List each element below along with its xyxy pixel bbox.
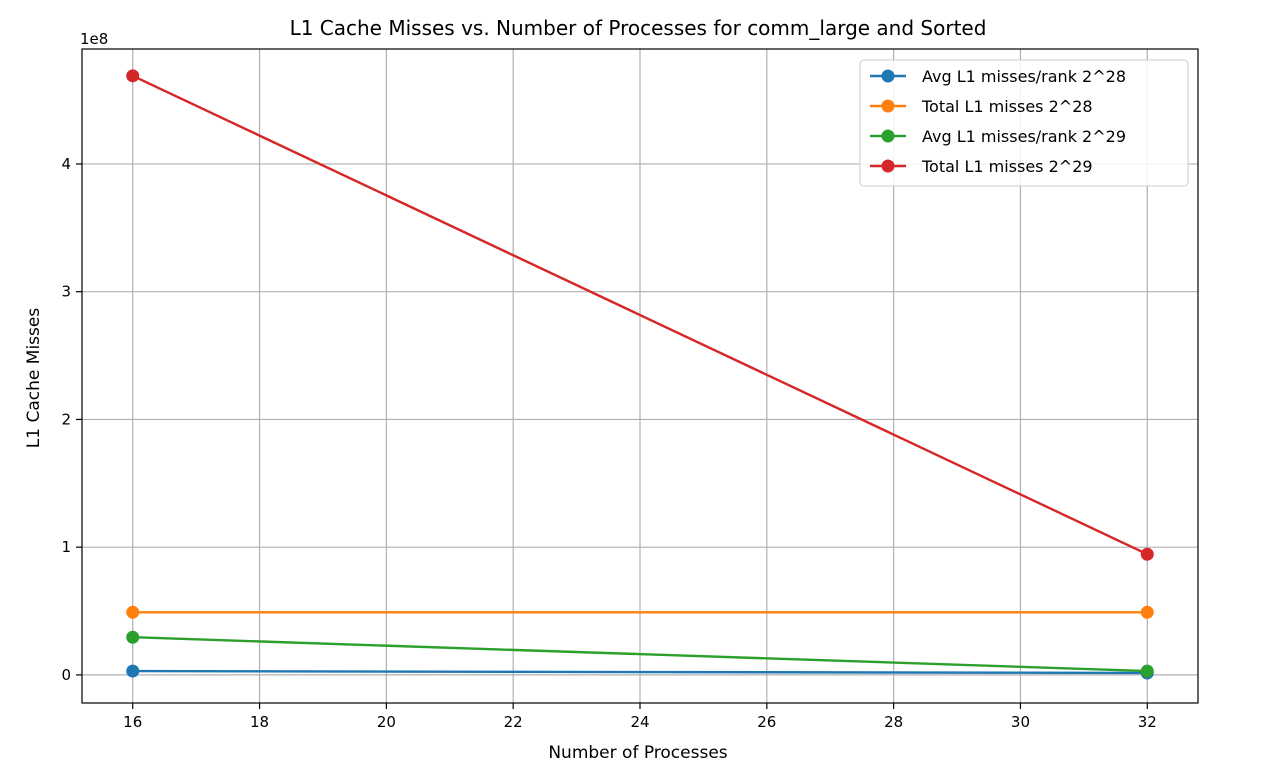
y-tick-label: 3	[61, 283, 71, 301]
x-axis-title: Number of Processes	[548, 743, 727, 763]
series-line	[132, 669, 1148, 675]
x-tick-label: 30	[1011, 713, 1030, 731]
y-axis-title: L1 Cache Misses	[24, 308, 44, 449]
chart-title: L1 Cache Misses vs. Number of Processes …	[290, 16, 987, 40]
data-point	[126, 69, 140, 83]
x-tick-label: 18	[250, 713, 269, 731]
y-tick-label: 4	[61, 155, 71, 173]
x-tick-label: 16	[123, 713, 142, 731]
data-point	[1140, 547, 1154, 561]
x-tick-label: 24	[630, 713, 649, 731]
series-group	[126, 69, 1154, 680]
y-offset-label: 1e8	[80, 30, 108, 48]
x-axis-ticks: 16 18 20 22 24 26 28 30 32	[123, 703, 1157, 731]
legend: Avg L1 misses/rank 2^28 Total L1 misses 2…	[859, 59, 1189, 187]
legend-swatch-marker	[881, 99, 895, 113]
series-line	[132, 74, 1148, 556]
legend-swatch-marker	[881, 129, 895, 143]
legend-label: Avg L1 misses/rank 2^28	[922, 67, 1126, 86]
y-tick-label: 0	[61, 666, 71, 684]
data-point	[1140, 664, 1154, 678]
x-tick-label: 26	[757, 713, 776, 731]
data-point	[1140, 605, 1154, 619]
y-tick-label: 1	[61, 538, 71, 556]
legend-label: Total L1 misses 2^29	[921, 157, 1093, 176]
y-tick-label: 2	[61, 410, 71, 428]
legend-swatch-marker	[881, 159, 895, 173]
x-tick-label: 22	[504, 713, 523, 731]
x-tick-label: 32	[1138, 713, 1157, 731]
legend-label: Total L1 misses 2^28	[921, 97, 1093, 116]
y-axis-ticks: 0 1 2 3 4	[61, 155, 82, 684]
legend-label: Avg L1 misses/rank 2^29	[922, 127, 1126, 146]
series-line	[132, 636, 1148, 673]
x-tick-label: 20	[377, 713, 396, 731]
legend-box	[859, 59, 1189, 187]
x-tick-label: 28	[884, 713, 903, 731]
legend-swatch-marker	[881, 69, 895, 83]
data-point	[126, 630, 140, 644]
plot-frame	[81, 48, 1199, 704]
data-point	[126, 605, 140, 619]
data-point	[126, 664, 140, 678]
